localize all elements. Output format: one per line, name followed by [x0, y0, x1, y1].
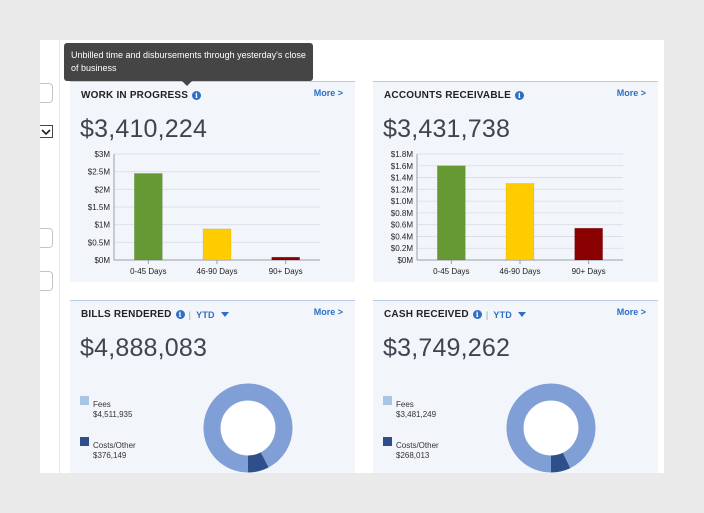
donut-slice-fees	[506, 383, 596, 473]
info-tooltip: Unbilled time and disbursements through …	[64, 43, 313, 81]
y-tick-label: $0.2M	[391, 244, 414, 253]
legend-value: $4,511,935	[93, 410, 133, 419]
wip-bar-chart: $0M $0.5M $1M $1.5M $2M $2.5M $3M 0-45 Days 46-9…	[88, 150, 320, 276]
y-tick-label: $1.6M	[391, 162, 414, 171]
caret-down-icon	[518, 312, 526, 317]
bar-46-90-days	[202, 228, 232, 261]
ar-bar-chart: $0M $0.2M $0.4M $0.6M $0.8M $1.0M $1.2M $1.4M $1…	[391, 150, 623, 276]
dashboard-screen: WORK IN PROGRESS i More > $3,410,224 $0M…	[40, 40, 664, 473]
tooltip-arrow	[182, 81, 192, 86]
y-tick-label: $1.0M	[391, 197, 414, 206]
y-tick-label: $1.2M	[391, 185, 414, 194]
ar-amount: $3,431,738	[383, 115, 511, 143]
cash-title-row: CASH RECEIVED i | YTD	[384, 309, 526, 320]
bar-90-days	[271, 256, 300, 261]
bills-period-label: YTD	[196, 309, 215, 320]
legend-swatch	[80, 396, 89, 405]
cash-card: CASH RECEIVED i | YTD More > $3,749,262 …	[373, 300, 658, 473]
bar-46-90-days	[505, 183, 535, 261]
legend-swatch	[383, 437, 392, 446]
bills-title-row: BILLS RENDERED i | YTD	[81, 309, 229, 320]
y-tick-label: $3M	[94, 150, 110, 159]
cash-donut-chart	[506, 383, 596, 473]
filter-dropdown-toggle[interactable]	[40, 125, 53, 138]
bills-donut-chart	[203, 383, 293, 473]
bar-0-45-days	[437, 165, 466, 261]
info-icon[interactable]: i	[175, 310, 185, 319]
wip-amount: $3,410,224	[80, 115, 208, 143]
legend-label: Costs/Other	[396, 441, 439, 450]
y-tick-label: $2M	[94, 185, 110, 194]
ar-title-row: ACCOUNTS RECEIVABLE i	[384, 90, 524, 101]
bills-amount: $4,888,083	[80, 334, 208, 362]
wip-title-row: WORK IN PROGRESS i	[81, 90, 202, 101]
bills-period-dropdown[interactable]: YTD	[196, 310, 229, 320]
legend-swatch	[383, 396, 392, 405]
filter-field-3[interactable]	[40, 271, 53, 291]
bills-title: BILLS RENDERED	[81, 309, 172, 320]
bills-card: BILLS RENDERED i | YTD More > $4,888,083…	[70, 300, 355, 473]
x-tick-label: 46-90 Days	[197, 267, 238, 276]
cash-amount: $3,749,262	[383, 334, 511, 362]
legend-value: $3,481,249	[396, 410, 437, 419]
donut-hole	[221, 401, 275, 455]
ar-card: ACCOUNTS RECEIVABLE i More > $3,431,738 …	[373, 81, 658, 282]
cash-title: CASH RECEIVED	[384, 309, 469, 320]
caret-down-icon	[220, 312, 229, 317]
chevron-down-icon	[41, 129, 51, 136]
legend-swatch	[80, 437, 89, 446]
y-tick-label: $1M	[94, 221, 110, 230]
legend-label: Costs/Other	[93, 441, 136, 450]
legend-label: Fees	[396, 400, 414, 409]
x-tick-label: 90+ Days	[572, 267, 606, 276]
y-tick-label: $0M	[397, 256, 413, 265]
x-tick-label: 46-90 Days	[500, 267, 541, 276]
x-tick-label: 0-45 Days	[130, 267, 166, 276]
y-tick-label: $1.8M	[391, 150, 414, 159]
y-tick-label: $1.4M	[391, 174, 414, 183]
cash-more-link[interactable]: More >	[616, 307, 646, 317]
filter-field-1[interactable]	[40, 83, 53, 103]
bar-90-days	[574, 227, 603, 261]
y-tick-label: $0.8M	[391, 209, 414, 218]
y-tick-label: $2.5M	[88, 168, 111, 177]
cash-period-label: YTD	[493, 309, 512, 320]
donut-slice-fees	[203, 383, 293, 473]
donut-hole	[524, 401, 578, 455]
left-filter-panel	[40, 40, 60, 473]
y-tick-label: $0.4M	[391, 232, 414, 241]
wip-more-link[interactable]: More >	[313, 88, 343, 98]
bar-0-45-days	[134, 173, 163, 261]
y-tick-label: $1.5M	[88, 203, 111, 212]
legend-label: Fees	[93, 400, 111, 409]
y-tick-label: $0.6M	[391, 221, 414, 230]
wip-title: WORK IN PROGRESS	[81, 90, 189, 101]
info-icon[interactable]: i	[472, 310, 482, 319]
ar-title: ACCOUNTS RECEIVABLE	[384, 90, 511, 101]
filter-field-2[interactable]	[40, 228, 53, 248]
legend-value: $268,013	[396, 451, 430, 460]
info-icon[interactable]: i	[192, 91, 202, 100]
y-tick-label: $0.5M	[88, 238, 111, 247]
legend-value: $376,149	[93, 451, 127, 460]
ar-more-link[interactable]: More >	[616, 88, 646, 98]
x-tick-label: 90+ Days	[269, 267, 303, 276]
info-icon[interactable]: i	[514, 91, 524, 100]
y-tick-label: $0M	[94, 256, 110, 265]
bills-more-link[interactable]: More >	[313, 307, 343, 317]
wip-card: WORK IN PROGRESS i More > $3,410,224 $0M…	[70, 81, 355, 282]
cash-period-dropdown[interactable]: YTD	[493, 310, 526, 320]
x-tick-label: 0-45 Days	[433, 267, 469, 276]
